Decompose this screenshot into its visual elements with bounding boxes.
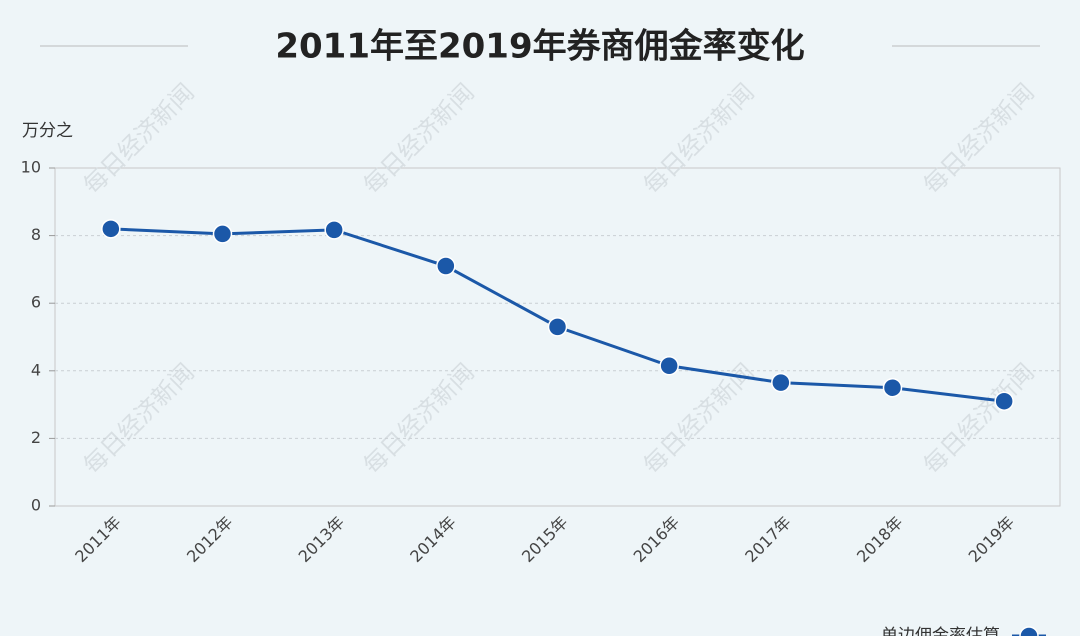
legend-label: 单边佣金率估算 [881, 626, 1000, 636]
point [771, 372, 791, 393]
y-tick-label: 2 [31, 428, 41, 447]
point [436, 256, 456, 276]
point [994, 391, 1014, 411]
point [547, 317, 568, 337]
point [324, 220, 344, 240]
plot-frame [54, 167, 1061, 507]
y-tick-label: 6 [31, 293, 41, 312]
y-tick-label: 4 [31, 360, 41, 379]
point [882, 377, 903, 398]
y-tick-label: 8 [31, 225, 41, 244]
chart-title: 2011年至2019年券商佣金率变化 [275, 27, 804, 67]
y-tick-label: 0 [31, 496, 41, 515]
y-tick-label: 10 [21, 158, 41, 177]
y-axis-label: 万分之 [22, 121, 73, 141]
point [101, 219, 121, 239]
point [659, 355, 679, 376]
point [212, 224, 233, 244]
legend-marker [1019, 626, 1039, 636]
